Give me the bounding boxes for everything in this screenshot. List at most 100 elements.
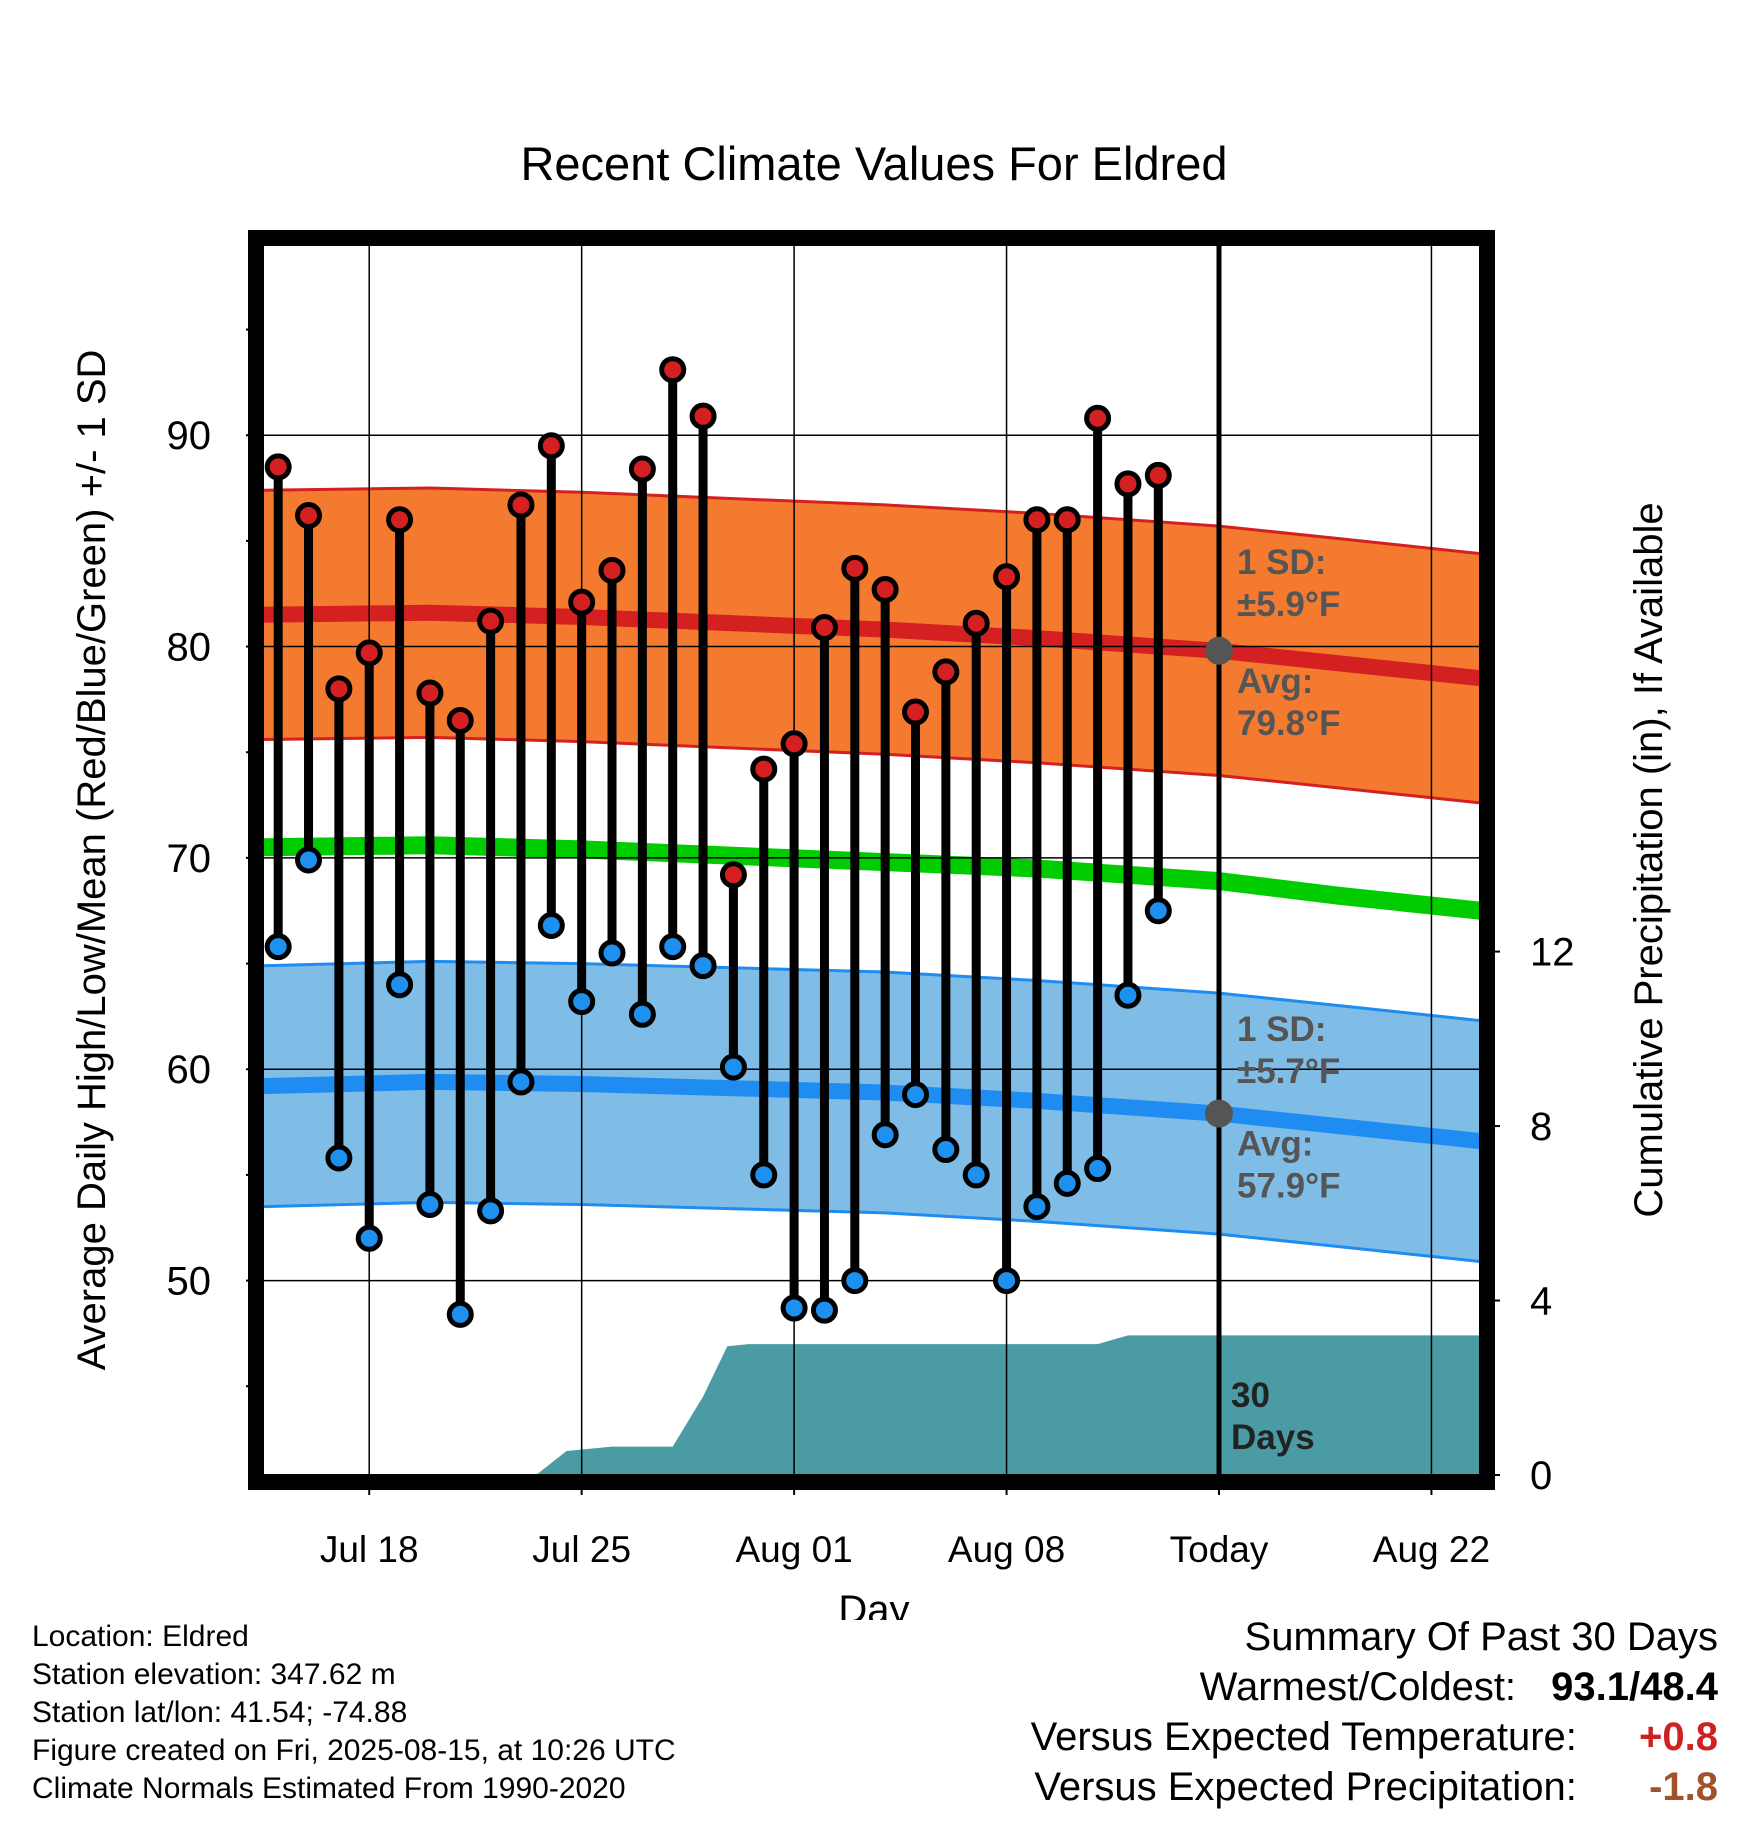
latlon-text: Station lat/lon: 41.54; -74.88 bbox=[32, 1696, 408, 1729]
precip-departure-label: Versus Expected Precipitation: bbox=[1034, 1765, 1577, 1809]
y-tick-label: 50 bbox=[167, 1260, 212, 1304]
precip-departure-value: -1.8 bbox=[1649, 1765, 1718, 1809]
daily-high-dot bbox=[659, 356, 687, 384]
daily-high-dot bbox=[325, 675, 353, 703]
daily-high-dot bbox=[598, 556, 626, 584]
daily-low-dot bbox=[1144, 897, 1172, 925]
daily-high-dot bbox=[689, 402, 717, 430]
daily-low-dot bbox=[507, 1068, 535, 1096]
x-tick-label: Jul 18 bbox=[320, 1529, 419, 1570]
daily-high-dot bbox=[1023, 506, 1051, 534]
daily-low-dot bbox=[1114, 981, 1142, 1009]
warm-cold-label: Warmest/Coldest: bbox=[1199, 1665, 1517, 1709]
daily-high-dot bbox=[750, 755, 778, 783]
low-sd-annotation: 1 SD: ±5.7°F bbox=[1237, 1010, 1340, 1091]
daily-high-dot bbox=[355, 639, 383, 667]
normals-text: Climate Normals Estimated From 1990-2020 bbox=[32, 1772, 626, 1805]
daily-low-dot bbox=[871, 1121, 899, 1149]
daily-low-dot bbox=[810, 1296, 838, 1324]
elevation-text: Station elevation: 347.62 m bbox=[32, 1658, 396, 1691]
daily-high-dot bbox=[993, 563, 1021, 591]
y-tick-label: 90 bbox=[167, 414, 212, 458]
y-tick-label: 80 bbox=[167, 626, 212, 670]
summary-panel: Summary Of Past 30 Days Warmest/Coldest:… bbox=[1031, 1612, 1718, 1812]
daily-low-dot bbox=[477, 1197, 505, 1225]
today-normal-low-marker bbox=[1204, 1099, 1233, 1128]
daily-low-dot bbox=[386, 971, 414, 999]
high-avg-annotation: Avg: 79.8°F bbox=[1237, 662, 1341, 743]
period-annotation: 30 Days bbox=[1231, 1376, 1315, 1457]
daily-low-dot bbox=[993, 1267, 1021, 1295]
x-axis-label: Day bbox=[838, 1588, 909, 1620]
normal-mean-line bbox=[263, 836, 1480, 920]
daily-high-dot bbox=[477, 607, 505, 635]
daily-low-dot bbox=[780, 1294, 808, 1322]
daily-low-dot bbox=[750, 1161, 778, 1189]
daily-high-dot bbox=[1053, 506, 1081, 534]
station-info: Location: Eldred Station elevation: 347.… bbox=[32, 1618, 676, 1808]
daily-low-dot bbox=[659, 933, 687, 961]
y-tick-label: 70 bbox=[167, 837, 212, 881]
daily-low-dot bbox=[628, 1000, 656, 1028]
daily-high-dot bbox=[1084, 404, 1112, 432]
precip-departure-row: Versus Expected Precipitation: -1.8 bbox=[1031, 1762, 1718, 1812]
daily-low-dot bbox=[264, 933, 292, 961]
daily-high-dot bbox=[568, 588, 596, 616]
daily-high-dot bbox=[264, 453, 292, 481]
x-tick-label: Jul 25 bbox=[532, 1529, 631, 1570]
daily-high-dot bbox=[1144, 461, 1172, 489]
low-avg-annotation: Avg: 57.9°F bbox=[1237, 1125, 1341, 1206]
precip-tick-label: 12 bbox=[1530, 931, 1575, 975]
normal-high-band-upper-edge bbox=[263, 486, 1480, 556]
daily-high-dot bbox=[628, 455, 656, 483]
daily-high-dot bbox=[295, 502, 323, 530]
precip-tick-label: 4 bbox=[1530, 1280, 1552, 1324]
plot-clip-group bbox=[263, 245, 1480, 1475]
daily-low-dot bbox=[719, 1053, 747, 1081]
warm-cold-value: 93.1/48.4 bbox=[1551, 1665, 1718, 1709]
left-axis-label: Average Daily High/Low/Mean (Red/Blue/Gr… bbox=[70, 350, 114, 1371]
daily-high-dot bbox=[1114, 470, 1142, 498]
plot-frame bbox=[248, 230, 1495, 1490]
daily-low-dot bbox=[932, 1136, 960, 1164]
daily-high-dot bbox=[871, 575, 899, 603]
temp-departure-value: +0.8 bbox=[1639, 1715, 1718, 1759]
cumulative-precip-area bbox=[536, 1335, 1480, 1475]
precip-tick-label: 8 bbox=[1530, 1105, 1552, 1149]
summary-heading: Summary Of Past 30 Days bbox=[1244, 1615, 1718, 1659]
daily-high-dot bbox=[537, 432, 565, 460]
daily-low-dot bbox=[689, 952, 717, 980]
daily-low-dot bbox=[902, 1081, 930, 1109]
normal-low-band bbox=[263, 961, 1480, 1262]
high-sd-annotation: 1 SD: ±5.9°F bbox=[1237, 543, 1340, 624]
daily-low-dot bbox=[1053, 1169, 1081, 1197]
daily-low-dot bbox=[962, 1161, 990, 1189]
daily-low-dot bbox=[1084, 1155, 1112, 1183]
temp-departure-label: Versus Expected Temperature: bbox=[1030, 1715, 1577, 1759]
daily-high-dot bbox=[932, 658, 960, 686]
plot-area: 1 SD: ±5.9°F Avg: 79.8°F 1 SD: ±5.7°F Avg: 57.9… bbox=[167, 230, 1575, 1570]
daily-high-dot bbox=[962, 609, 990, 637]
precip-tick-label: 0 bbox=[1530, 1454, 1552, 1498]
daily-low-dot bbox=[1023, 1193, 1051, 1221]
daily-low-dot bbox=[416, 1190, 444, 1218]
x-tick-label: Today bbox=[1170, 1529, 1269, 1570]
daily-high-dot bbox=[416, 679, 444, 707]
daily-high-dot bbox=[719, 861, 747, 889]
right-axis-label: Cumulative Precipitation (in), If Availa… bbox=[1627, 502, 1671, 1217]
chart-title: Recent Climate Values For Eldred bbox=[520, 137, 1227, 190]
daily-high-dot bbox=[902, 698, 930, 726]
daily-low-dot bbox=[568, 988, 596, 1016]
daily-low-dot bbox=[598, 939, 626, 967]
daily-low-dot bbox=[355, 1224, 383, 1252]
daily-low-dot bbox=[841, 1267, 869, 1295]
daily-high-dot bbox=[780, 730, 808, 758]
x-tick-label: Aug 22 bbox=[1373, 1529, 1490, 1570]
created-text: Figure created on Fri, 2025-08-15, at 10… bbox=[32, 1734, 676, 1767]
today-normal-high-marker bbox=[1204, 636, 1233, 665]
daily-high-dot bbox=[507, 491, 535, 519]
location-text: Location: Eldred bbox=[32, 1620, 249, 1653]
daily-low-dot bbox=[295, 846, 323, 874]
warm-cold-row: Warmest/Coldest: 93.1/48.4 bbox=[1031, 1662, 1718, 1712]
daily-low-dot bbox=[325, 1144, 353, 1172]
